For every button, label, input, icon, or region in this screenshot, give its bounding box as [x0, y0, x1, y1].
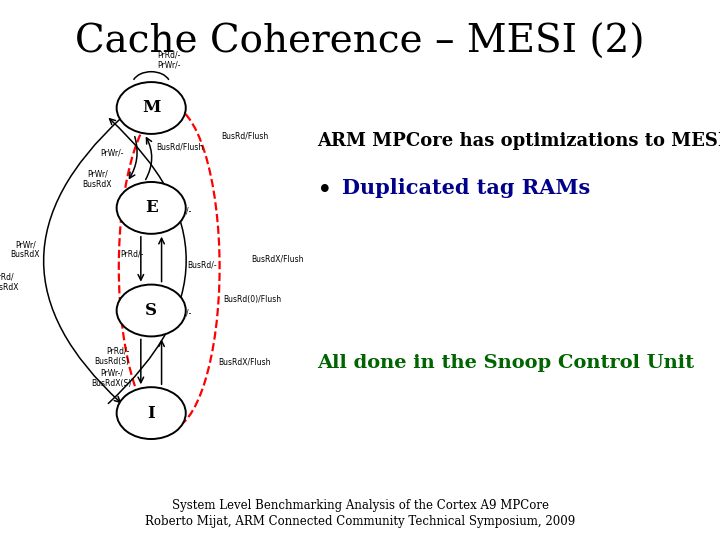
Text: PrRd/-
PrWr/-: PrRd/- PrWr/-	[158, 50, 181, 70]
Text: •: •	[317, 178, 333, 204]
Circle shape	[117, 82, 186, 134]
Text: PrRd/-: PrRd/-	[168, 206, 192, 215]
Text: BusRd/Flush: BusRd/Flush	[156, 143, 204, 152]
Text: Duplicated tag RAMs: Duplicated tag RAMs	[342, 178, 590, 198]
Text: PrWr/
BusRdX: PrWr/ BusRdX	[83, 170, 112, 189]
Text: PrRd/-: PrRd/-	[168, 309, 192, 318]
Text: PrRd/-: PrRd/-	[121, 249, 144, 258]
Text: ARM MPCore has optimizations to MESI:: ARM MPCore has optimizations to MESI:	[317, 132, 720, 150]
Text: PrWr/
BusRdX: PrWr/ BusRdX	[11, 240, 40, 259]
Text: PrWr-/
BusRdX(S): PrWr-/ BusRdX(S)	[91, 368, 132, 388]
Text: M: M	[142, 99, 161, 117]
Text: PrRd/-
BusRd(S): PrRd/- BusRd(S)	[94, 347, 130, 366]
Text: BusRdX/Flush: BusRdX/Flush	[219, 357, 271, 366]
Circle shape	[117, 182, 186, 234]
Text: System Level Benchmarking Analysis of the Cortex A9 MPCore
Roberto Mijat, ARM Co: System Level Benchmarking Analysis of th…	[145, 500, 575, 528]
Text: PrRd/
BusRdX: PrRd/ BusRdX	[0, 273, 18, 292]
Text: PrWr/-: PrWr/-	[100, 148, 123, 157]
Text: E: E	[145, 199, 158, 217]
Text: BusRdX/Flush: BusRdX/Flush	[251, 255, 303, 264]
Circle shape	[117, 387, 186, 439]
Text: BusRd/-: BusRd/-	[186, 260, 217, 269]
Text: Cache Coherence – MESI (2): Cache Coherence – MESI (2)	[75, 24, 645, 62]
Text: BusRd/Flush: BusRd/Flush	[221, 132, 269, 141]
Text: I: I	[148, 404, 155, 422]
Text: BusRd(0)/Flush: BusRd(0)/Flush	[223, 295, 281, 304]
Text: All done in the Snoop Control Unit: All done in the Snoop Control Unit	[317, 354, 694, 372]
Text: S: S	[145, 302, 157, 319]
Circle shape	[117, 285, 186, 336]
